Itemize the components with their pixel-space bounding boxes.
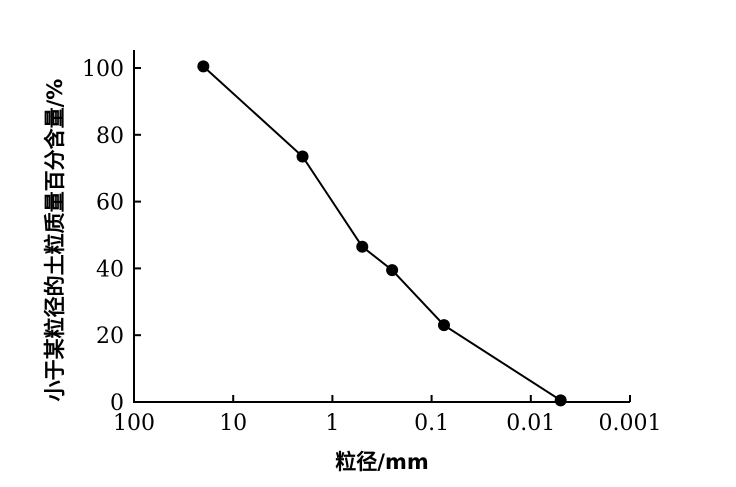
data-point xyxy=(437,319,450,332)
y-tick-label: 0 xyxy=(110,391,124,416)
y-tick-label: 60 xyxy=(96,191,124,216)
x-axis-title: 粒径/mm xyxy=(335,450,428,474)
data-point xyxy=(197,60,210,73)
y-tick-label: 80 xyxy=(96,124,124,149)
y-tick-label: 40 xyxy=(96,257,124,282)
data-point xyxy=(296,150,309,163)
x-tick-label: 0.01 xyxy=(506,411,555,436)
data-point xyxy=(356,240,369,253)
x-tick-label: 0.1 xyxy=(414,411,449,436)
x-axis-ticks: 100 10 1 0.1 0.01 0.001 xyxy=(113,395,661,436)
series-group xyxy=(197,60,567,407)
axes xyxy=(133,50,630,403)
data-point xyxy=(386,264,399,277)
x-tick-label: 0.001 xyxy=(599,411,662,436)
y-tick-label: 100 xyxy=(82,57,124,82)
x-tick-label: 100 xyxy=(113,411,155,436)
y-axis-ticks: 0 20 40 60 80 100 xyxy=(82,57,141,416)
data-point xyxy=(554,394,567,407)
x-tick-label: 1 xyxy=(325,411,339,436)
x-tick-label: 10 xyxy=(219,411,247,436)
y-tick-label: 20 xyxy=(96,324,124,349)
axis-frame xyxy=(133,50,630,403)
y-axis-title: 小于某粒径的土粒质量百分含量/% xyxy=(43,79,67,402)
series-line xyxy=(202,65,562,402)
